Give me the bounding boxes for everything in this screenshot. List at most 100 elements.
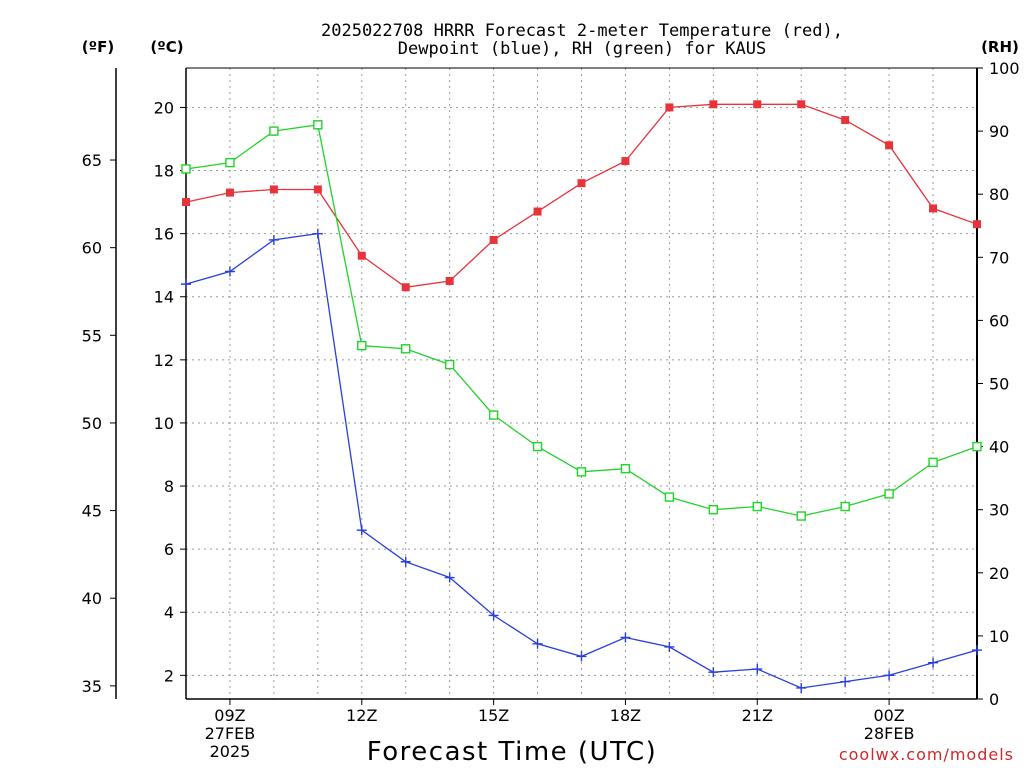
dewpoint-point: [840, 676, 851, 687]
dewpoint-point: [796, 682, 807, 693]
temperature-point: [489, 235, 498, 244]
rh-point: [664, 492, 675, 502]
dewpoint-point: [532, 638, 543, 649]
rh-point: [620, 463, 631, 474]
dewpoint-point: [312, 228, 323, 239]
celsius-tick-label: 14: [154, 288, 174, 307]
fahrenheit-tick-label: 40: [82, 589, 102, 608]
x-tick-label: 2025: [210, 742, 251, 761]
dewpoint-point: [884, 670, 895, 681]
x-tick-label: 12Z: [346, 706, 377, 725]
dewpoint-point: [488, 610, 499, 621]
temperature-point: [885, 141, 894, 150]
fahrenheit-tick-label: 65: [82, 151, 102, 170]
rh-point: [708, 505, 719, 515]
dewpoint-point: [444, 572, 455, 583]
celsius-tick-label: 18: [154, 162, 174, 181]
rh-point: [972, 441, 982, 452]
rh-point: [444, 359, 455, 370]
dewpoint-point: [576, 651, 587, 662]
rh-tick-label: 30: [989, 501, 1009, 520]
fahrenheit-tick-label: 60: [82, 239, 102, 258]
rh-tick-label: 10: [989, 627, 1009, 646]
rh-point: [576, 467, 587, 477]
series-layer: [181, 100, 982, 693]
dewpoint-point: [708, 667, 719, 678]
dewpoint-point: [752, 664, 763, 675]
rh-point: [488, 410, 499, 420]
dewpoint-point: [972, 645, 982, 656]
dewpoint-point: [620, 632, 631, 643]
dewpoint-point: [181, 279, 191, 290]
rh-tick-label: 40: [989, 438, 1009, 457]
rh-point: [225, 157, 235, 168]
temperature-point: [445, 276, 454, 285]
rh-unit-label: (RH): [981, 38, 1019, 56]
temperature-point: [182, 198, 190, 207]
x-axis-label: Forecast Time (UTC): [367, 737, 658, 767]
temperature-point: [621, 157, 630, 166]
fahrenheit-tick-label: 45: [82, 502, 102, 521]
temperature-point: [709, 100, 718, 109]
x-tick-label: 15Z: [478, 706, 509, 725]
celsius-tick-label: 2: [164, 666, 174, 685]
temperature-point: [841, 116, 850, 125]
rh-point: [181, 164, 191, 174]
chart-subtitle: Dewpoint (blue), RH (green) for KAUS: [398, 39, 766, 59]
rh-tick-label: 60: [989, 311, 1009, 330]
temperature-point: [533, 207, 542, 216]
fahrenheit-tick-label: 35: [82, 677, 102, 696]
rh-tick-label: 0: [989, 690, 999, 709]
celsius-unit-label: (ºC): [150, 38, 183, 56]
x-tick-label: 28FEB: [864, 724, 915, 743]
rh-point: [840, 501, 850, 512]
rh-point: [313, 120, 323, 130]
rh-point: [269, 126, 279, 136]
celsius-tick-label: 16: [154, 225, 174, 244]
rh-tick-label: 70: [989, 248, 1009, 267]
rh-tick-label: 80: [989, 185, 1009, 204]
temperature-point: [797, 100, 806, 109]
temperature-point: [753, 100, 762, 109]
temperature-point: [973, 220, 981, 229]
x-tick-label: 09Z: [214, 706, 245, 725]
celsius-tick-label: 12: [154, 351, 174, 370]
rh-point: [796, 511, 806, 521]
temperature-point: [577, 179, 586, 188]
x-tick-label: 27FEB: [205, 724, 256, 743]
x-tick-label: 00Z: [873, 706, 904, 725]
celsius-tick-label: 20: [154, 98, 174, 117]
celsius-tick-label: 10: [154, 414, 174, 433]
rh-point: [928, 457, 938, 468]
temperature-point: [225, 188, 234, 197]
dewpoint-point: [268, 234, 279, 245]
celsius-tick-label: 8: [164, 477, 174, 496]
dewpoint-point: [224, 266, 235, 277]
watermark: coolwx.com/models: [839, 745, 1014, 764]
dewpoint-point: [400, 556, 411, 567]
celsius-tick-label: 6: [164, 540, 174, 559]
x-tick-label: 18Z: [610, 706, 641, 725]
grid-lines: [186, 68, 977, 699]
rh-point: [884, 489, 894, 499]
dewpoint-point: [928, 657, 939, 668]
axes: 35 40 45 50 55 60 65 2 4 6 8 10 12 14 16 18 20 0 10 20 30 40 5…: [82, 59, 1020, 761]
temperature-point: [269, 185, 278, 194]
chart-title: 2025022708 HRRR Forecast 2-meter Tempera…: [321, 21, 843, 41]
rh-tick-label: 100: [989, 59, 1020, 78]
temperature-point: [665, 103, 674, 112]
rh-point: [532, 441, 543, 452]
dewpoint-line: [185, 232, 978, 689]
temperature-point: [313, 185, 322, 194]
temperature-point: [401, 283, 410, 292]
celsius-tick-label: 4: [164, 603, 174, 622]
rh-point: [357, 340, 367, 351]
rh-tick-label: 50: [989, 375, 1009, 394]
temperature-point: [357, 251, 366, 260]
x-tick-label: 21Z: [742, 706, 773, 725]
dewpoint-point: [664, 641, 675, 652]
fahrenheit-unit-label: (ºF): [82, 38, 114, 56]
fahrenheit-tick-label: 55: [82, 326, 102, 345]
temperature-point: [929, 204, 938, 213]
